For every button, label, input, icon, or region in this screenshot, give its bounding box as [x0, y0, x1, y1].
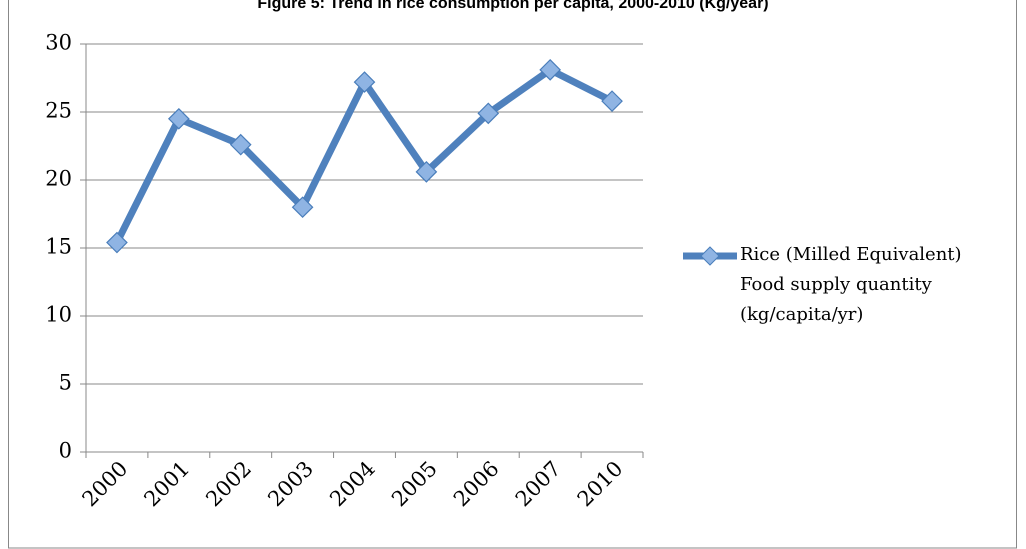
data-point — [167, 107, 190, 130]
y-tick-label: 15 — [45, 235, 72, 259]
chart-title: Figure 5: Trend in rice consumption per … — [257, 0, 768, 12]
data-point — [601, 90, 623, 112]
y-tick-label: 30 — [45, 31, 72, 55]
y-tick-label: 5 — [59, 371, 72, 395]
legend-label: Rice (Milled Equivalent) Food supply qua… — [740, 244, 962, 325]
legend-label-box: Rice (Milled Equivalent) Food supply qua… — [740, 244, 962, 325]
data-point — [415, 160, 438, 183]
y-tick-label: 10 — [45, 303, 72, 327]
y-tick-label: 0 — [59, 439, 72, 463]
data-point — [229, 133, 252, 156]
chart-frame — [8, 0, 1017, 549]
legend-marker — [700, 246, 720, 266]
data-point — [353, 71, 376, 93]
y-tick-label: 20 — [45, 167, 72, 191]
data-point — [477, 102, 500, 125]
y-tick-label: 25 — [45, 99, 72, 123]
data-point — [539, 58, 562, 81]
data-point — [106, 231, 128, 254]
data-point — [291, 196, 314, 219]
